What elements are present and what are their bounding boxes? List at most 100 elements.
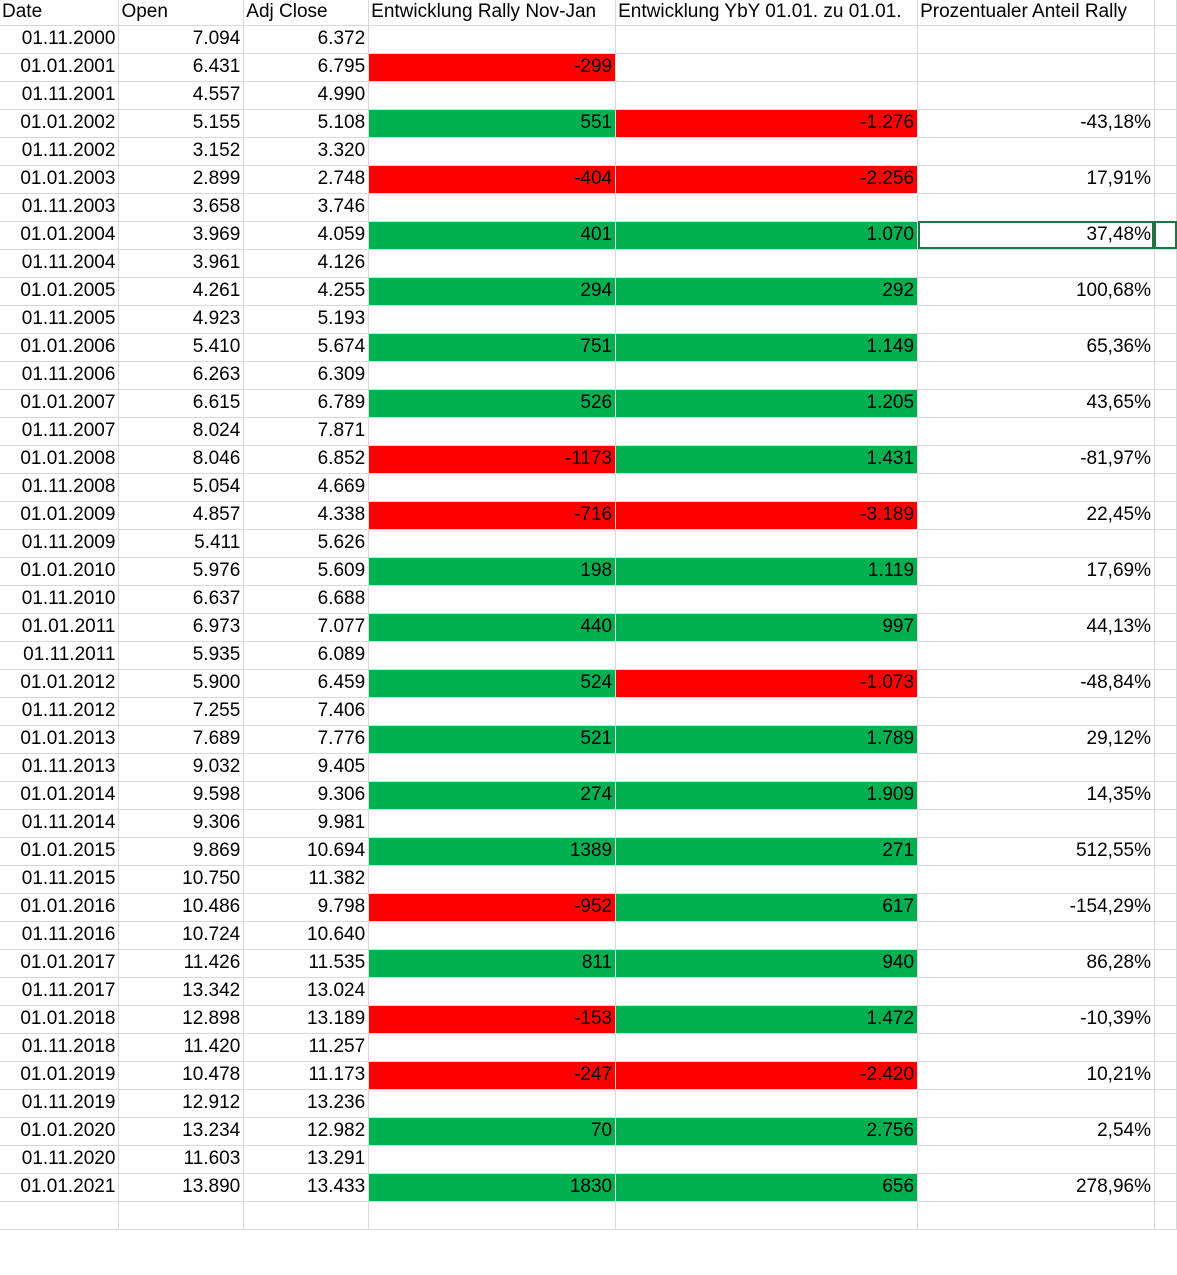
cell-adj-close[interactable]: 11.257 [243,1033,370,1062]
cell-date[interactable]: 01.01.2019 [0,1061,120,1090]
cell-empty[interactable] [0,1201,120,1230]
cell-open[interactable]: 11.420 [118,1033,245,1062]
cell-date[interactable]: 01.01.2009 [0,501,120,530]
cell-open[interactable]: 4.857 [118,501,245,530]
cell-date[interactable]: 01.11.2008 [0,473,120,502]
cell-date[interactable]: 01.11.2000 [0,25,120,54]
cell-rally[interactable]: 551 [368,109,617,138]
cell-adj-close[interactable]: 6.089 [243,641,370,670]
cell-rally[interactable] [368,1145,617,1174]
cell-empty[interactable] [1154,893,1177,922]
cell-adj-close[interactable]: 6.372 [243,25,370,54]
cell-open[interactable]: 6.615 [118,389,245,418]
cell-date[interactable]: 01.11.2015 [0,865,120,894]
cell-percent-rally[interactable] [917,53,1155,82]
cell-rally[interactable] [368,1033,617,1062]
cell-rally[interactable]: 521 [368,725,617,754]
cell-adj-close[interactable]: 12.982 [243,1117,370,1146]
cell-yby[interactable] [615,473,919,502]
cell-empty[interactable] [1154,1005,1177,1034]
cell-percent-rally[interactable] [917,585,1155,614]
cell-date[interactable]: 01.11.2012 [0,697,120,726]
cell-yby[interactable]: -1.073 [615,669,919,698]
cell-open[interactable]: 11.603 [118,1145,245,1174]
cell-yby[interactable] [615,305,919,334]
cell-adj-close[interactable]: 13.291 [243,1145,370,1174]
cell-adj-close[interactable]: 5.609 [243,557,370,586]
cell-empty[interactable] [1154,109,1177,138]
cell-adj-close[interactable]: 3.320 [243,137,370,166]
cell-yby[interactable] [615,417,919,446]
cell-rally[interactable] [368,865,617,894]
cell-empty[interactable] [1154,277,1177,306]
cell-date[interactable]: 01.01.2017 [0,949,120,978]
cell-adj-close[interactable]: 9.405 [243,753,370,782]
cell-yby[interactable] [615,1033,919,1062]
cell-yby[interactable]: -3.189 [615,501,919,530]
cell-open[interactable]: 6.973 [118,613,245,642]
cell-date[interactable]: 01.01.2012 [0,669,120,698]
cell-rally[interactable]: 524 [368,669,617,698]
cell-yby[interactable] [615,753,919,782]
cell-empty[interactable] [1154,529,1177,558]
cell-rally[interactable] [368,641,617,670]
cell-empty[interactable] [1154,1173,1177,1202]
cell-empty[interactable] [1154,641,1177,670]
cell-yby[interactable]: -2.256 [615,165,919,194]
cell-open[interactable]: 12.898 [118,1005,245,1034]
cell-date[interactable]: 01.01.2003 [0,165,120,194]
cell-adj-close[interactable]: 4.669 [243,473,370,502]
cell-yby[interactable] [615,361,919,390]
cell-empty[interactable] [1154,389,1177,418]
cell-empty[interactable] [917,1201,1155,1230]
cell-empty[interactable] [1154,333,1177,362]
cell-percent-rally[interactable] [917,137,1155,166]
cell-rally[interactable] [368,921,617,950]
cell-percent-rally[interactable] [917,977,1155,1006]
cell-rally[interactable]: -299 [368,53,617,82]
cell-rally[interactable]: 274 [368,781,617,810]
cell-yby[interactable] [615,193,919,222]
cell-open[interactable]: 3.969 [118,221,245,250]
cell-open[interactable]: 9.598 [118,781,245,810]
cell-yby[interactable] [615,137,919,166]
cell-yby[interactable]: 2.756 [615,1117,919,1146]
cell-percent-rally[interactable] [917,193,1155,222]
cell-percent-rally[interactable]: -81,97% [917,445,1155,474]
cell-adj-close[interactable]: 11.173 [243,1061,370,1090]
cell-open[interactable]: 10.750 [118,865,245,894]
cell-yby[interactable] [615,641,919,670]
cell-yby[interactable]: -1.276 [615,109,919,138]
cell-date[interactable]: 01.11.2016 [0,921,120,950]
cell-adj-close[interactable]: 9.798 [243,893,370,922]
cell-percent-rally[interactable] [917,81,1155,110]
cell-empty[interactable] [1154,557,1177,586]
cell-adj-close[interactable]: 7.871 [243,417,370,446]
cell-empty[interactable] [1154,977,1177,1006]
cell-yby[interactable]: 1.431 [615,445,919,474]
cell-adj-close[interactable]: 5.193 [243,305,370,334]
cell-empty[interactable] [1154,585,1177,614]
cell-empty[interactable] [615,1201,919,1230]
cell-rally[interactable]: 401 [368,221,617,250]
cell-adj-close[interactable]: 11.535 [243,949,370,978]
cell-rally[interactable]: 440 [368,613,617,642]
cell-open[interactable]: 5.976 [118,557,245,586]
cell-rally[interactable]: -247 [368,1061,617,1090]
cell-date[interactable]: 01.11.2014 [0,809,120,838]
header-empty[interactable] [1154,0,1177,26]
cell-date[interactable]: 01.11.2005 [0,305,120,334]
cell-adj-close[interactable]: 10.694 [243,837,370,866]
cell-date[interactable]: 01.01.2013 [0,725,120,754]
cell-adj-close[interactable]: 4.059 [243,221,370,250]
cell-date[interactable]: 01.11.2007 [0,417,120,446]
cell-adj-close[interactable]: 13.024 [243,977,370,1006]
cell-percent-rally[interactable]: -43,18% [917,109,1155,138]
cell-percent-rally[interactable]: 65,36% [917,333,1155,362]
cell-rally[interactable] [368,249,617,278]
cell-date[interactable]: 01.01.2015 [0,837,120,866]
cell-yby[interactable] [615,865,919,894]
cell-rally[interactable] [368,473,617,502]
cell-open[interactable]: 13.234 [118,1117,245,1146]
cell-rally[interactable]: 526 [368,389,617,418]
